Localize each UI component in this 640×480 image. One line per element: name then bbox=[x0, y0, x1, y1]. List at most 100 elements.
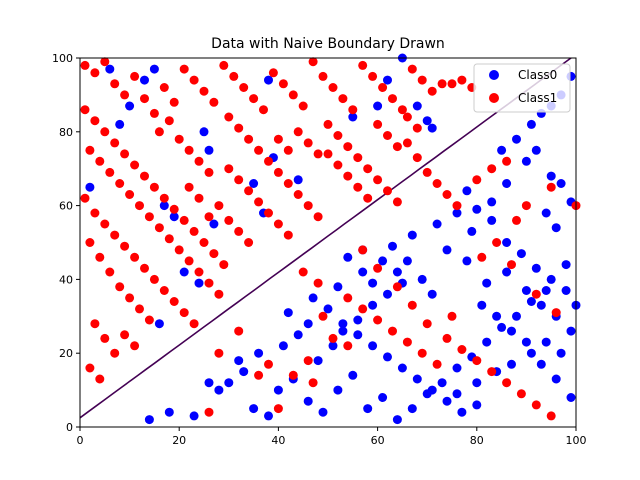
point-class0 bbox=[140, 75, 149, 85]
point-class0 bbox=[303, 396, 313, 406]
point-class1 bbox=[174, 245, 184, 255]
point-class0 bbox=[249, 179, 259, 188]
point-class0 bbox=[512, 311, 521, 321]
point-class0 bbox=[531, 145, 541, 155]
point-class1 bbox=[184, 182, 194, 192]
point-class1 bbox=[432, 359, 442, 369]
point-class1 bbox=[353, 153, 363, 163]
point-class1 bbox=[130, 341, 140, 351]
point-class1 bbox=[95, 374, 105, 384]
point-class1 bbox=[164, 116, 174, 126]
point-class1 bbox=[214, 201, 224, 211]
point-class0 bbox=[283, 308, 293, 318]
point-class0 bbox=[105, 64, 115, 74]
point-class1 bbox=[110, 79, 120, 89]
point-class1 bbox=[422, 167, 432, 177]
point-class0 bbox=[472, 378, 482, 388]
point-class0 bbox=[264, 75, 273, 85]
point-class0 bbox=[318, 407, 328, 417]
x-tick-label: 80 bbox=[470, 434, 484, 447]
point-class1 bbox=[184, 256, 194, 266]
x-axis: 0 20 40 60 80 100 bbox=[77, 427, 587, 447]
point-class0 bbox=[164, 407, 174, 417]
point-class1 bbox=[531, 289, 541, 299]
point-class1 bbox=[244, 186, 254, 196]
point-class1 bbox=[164, 234, 174, 244]
point-class1 bbox=[120, 330, 130, 340]
point-class0 bbox=[541, 337, 551, 347]
point-class1 bbox=[110, 138, 120, 148]
point-class1 bbox=[264, 359, 273, 369]
point-class1 bbox=[194, 267, 204, 277]
point-class1 bbox=[457, 345, 467, 354]
point-class1 bbox=[85, 363, 95, 373]
point-class1 bbox=[333, 131, 343, 140]
y-tick-label: 40 bbox=[59, 273, 73, 286]
point-class1 bbox=[417, 75, 427, 85]
point-class1 bbox=[288, 90, 298, 100]
point-class0 bbox=[333, 385, 343, 395]
point-class0 bbox=[452, 389, 462, 399]
point-class0 bbox=[472, 400, 482, 410]
plot-frame bbox=[79, 57, 577, 428]
point-class1 bbox=[502, 156, 512, 166]
point-class0 bbox=[343, 252, 353, 262]
point-class1 bbox=[204, 212, 214, 222]
point-class1 bbox=[174, 134, 184, 144]
point-class1 bbox=[169, 204, 179, 214]
point-class1 bbox=[397, 105, 407, 115]
point-class0 bbox=[502, 179, 512, 188]
point-class1 bbox=[224, 164, 234, 174]
point-class1 bbox=[358, 245, 368, 255]
point-class1 bbox=[120, 241, 130, 251]
chart-title: Data with Naive Boundary Drawn bbox=[211, 36, 445, 52]
point-class1 bbox=[373, 119, 383, 129]
point-class0 bbox=[502, 267, 512, 277]
point-class1 bbox=[169, 297, 179, 306]
legend-marker-class0 bbox=[489, 70, 499, 80]
point-class1 bbox=[487, 367, 497, 377]
point-class1 bbox=[492, 238, 502, 247]
point-class1 bbox=[502, 378, 512, 388]
point-class1 bbox=[373, 315, 383, 325]
point-class1 bbox=[546, 182, 556, 192]
point-class1 bbox=[219, 60, 229, 70]
point-class0 bbox=[462, 256, 472, 266]
point-class1 bbox=[234, 326, 244, 336]
point-class1 bbox=[338, 94, 348, 104]
point-class1 bbox=[308, 378, 318, 388]
point-class1 bbox=[392, 197, 402, 207]
point-class1 bbox=[234, 175, 244, 185]
point-class1 bbox=[209, 97, 219, 107]
y-tick-label: 0 bbox=[66, 421, 73, 434]
x-tick-label: 40 bbox=[271, 434, 285, 447]
point-class1 bbox=[383, 186, 392, 196]
point-class0 bbox=[388, 241, 397, 251]
point-class0 bbox=[293, 175, 303, 185]
point-class0 bbox=[427, 123, 437, 133]
point-class1 bbox=[303, 356, 313, 366]
point-class0 bbox=[249, 404, 259, 414]
point-class1 bbox=[244, 134, 254, 144]
point-class1 bbox=[457, 75, 467, 85]
point-class1 bbox=[115, 179, 125, 188]
point-class0 bbox=[189, 411, 199, 421]
point-class0 bbox=[536, 359, 546, 369]
point-class0 bbox=[154, 319, 164, 329]
point-class1 bbox=[412, 123, 422, 133]
point-class0 bbox=[556, 179, 566, 188]
point-class0 bbox=[566, 393, 576, 402]
point-class1 bbox=[125, 190, 135, 199]
point-class1 bbox=[140, 171, 149, 181]
point-class1 bbox=[507, 260, 516, 270]
point-class0 bbox=[149, 64, 159, 74]
point-class0 bbox=[452, 208, 462, 218]
point-class0 bbox=[368, 341, 378, 351]
point-class0 bbox=[353, 330, 363, 340]
point-class1 bbox=[80, 60, 90, 70]
point-class1 bbox=[293, 127, 303, 137]
point-class1 bbox=[100, 219, 110, 229]
point-class0 bbox=[144, 415, 154, 425]
point-class1 bbox=[234, 123, 244, 133]
point-class1 bbox=[214, 289, 224, 299]
